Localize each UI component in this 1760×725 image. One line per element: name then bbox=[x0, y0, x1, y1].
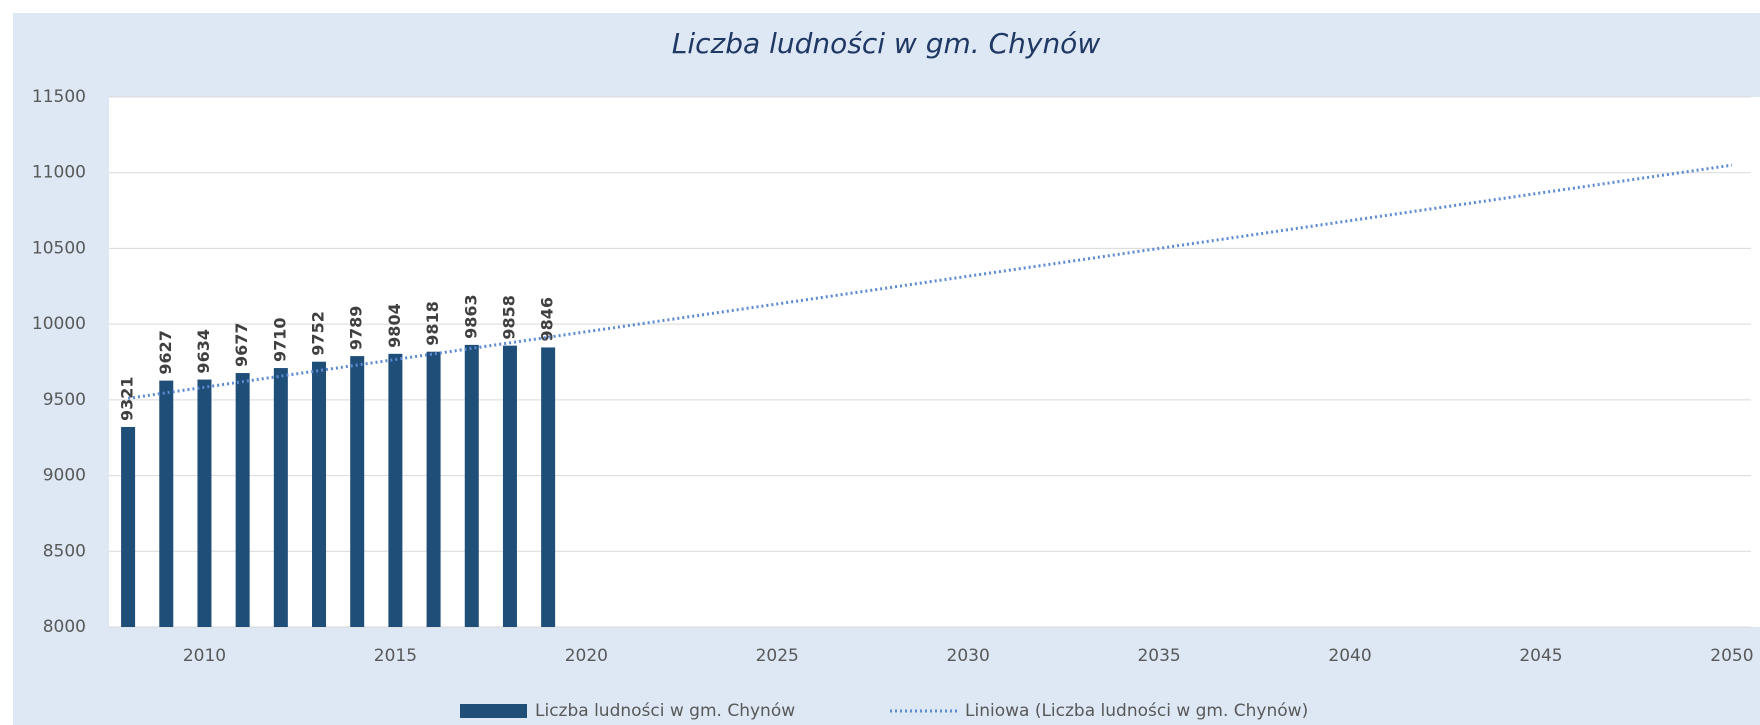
bar bbox=[426, 351, 441, 627]
y-tick-label: 11500 bbox=[32, 87, 86, 107]
data-label: 9789 bbox=[347, 306, 366, 351]
bar bbox=[273, 368, 288, 627]
bar bbox=[350, 356, 365, 627]
data-label: 9858 bbox=[499, 295, 518, 340]
x-tick-label: 2020 bbox=[565, 646, 608, 666]
data-label: 9752 bbox=[309, 311, 328, 356]
y-tick-label: 8500 bbox=[43, 541, 86, 561]
y-tick-label: 8000 bbox=[43, 617, 86, 637]
legend-label: Liczba ludności w gm. Chynów bbox=[535, 701, 795, 721]
bar bbox=[235, 373, 250, 627]
x-tick-label: 2015 bbox=[374, 646, 417, 666]
data-label: 9863 bbox=[461, 294, 480, 339]
data-label: 9804 bbox=[385, 303, 404, 348]
x-tick-label: 2045 bbox=[1519, 646, 1562, 666]
data-label: 9677 bbox=[232, 323, 251, 368]
x-tick-label: 2050 bbox=[1710, 646, 1753, 666]
x-tick-label: 2025 bbox=[756, 646, 799, 666]
bar bbox=[121, 426, 136, 627]
chart-title: Liczba ludności w gm. Chynów bbox=[672, 27, 1101, 60]
bar bbox=[464, 344, 479, 627]
x-tick-label: 2010 bbox=[183, 646, 226, 666]
data-label: 9710 bbox=[270, 318, 289, 363]
y-tick-label: 9000 bbox=[43, 466, 86, 486]
bar bbox=[312, 361, 327, 627]
y-tick-label: 11000 bbox=[32, 163, 86, 183]
y-tick-label: 10500 bbox=[32, 238, 86, 258]
x-tick-label: 2040 bbox=[1328, 646, 1371, 666]
y-tick-label: 10000 bbox=[32, 314, 86, 334]
y-tick-label: 9500 bbox=[43, 390, 86, 410]
plot-area bbox=[109, 97, 1760, 627]
x-tick-label: 2030 bbox=[947, 646, 990, 666]
data-label: 9818 bbox=[423, 301, 442, 346]
bar bbox=[502, 345, 517, 627]
legend-swatch bbox=[460, 704, 527, 718]
legend-label: Liniowa (Liczba ludności w gm. Chynów) bbox=[965, 701, 1308, 721]
data-label: 9321 bbox=[118, 376, 137, 421]
data-label: 9846 bbox=[538, 297, 557, 342]
bar bbox=[197, 379, 212, 627]
data-label: 9634 bbox=[194, 329, 213, 374]
trend-line bbox=[127, 163, 1733, 400]
bar bbox=[541, 347, 556, 627]
x-tick-label: 2035 bbox=[1137, 646, 1180, 666]
bar bbox=[388, 353, 403, 627]
data-label: 9627 bbox=[156, 330, 175, 375]
bar bbox=[159, 380, 174, 627]
